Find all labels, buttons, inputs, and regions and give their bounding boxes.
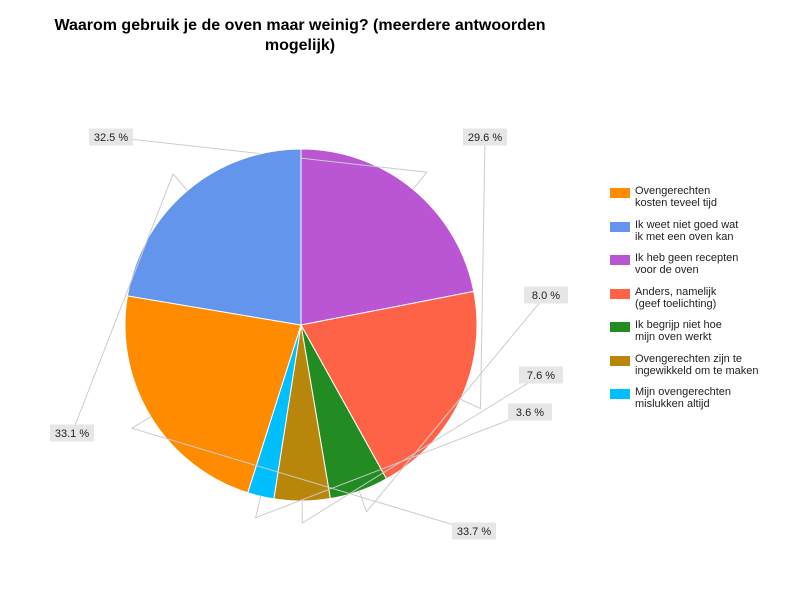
- legend-item-mijn-ovengerechten-mislukken-altijd[interactable]: Mijn ovengerechten mislukken altijd: [610, 386, 785, 410]
- chart-title-line-2: mogelijk): [264, 37, 336, 54]
- legend-label: Mijn ovengerechten mislukken altijd: [635, 386, 785, 410]
- legend-label: Ik weet niet goed wat ik met een oven kan: [635, 219, 785, 243]
- data-label: 29.6 %: [463, 128, 507, 146]
- legend-label-line-2: voor de oven: [635, 264, 699, 276]
- data-label-text: 7.6 %: [527, 370, 555, 382]
- legend-label: Ovengerechten zijn te ingewikkeld om te m…: [635, 353, 785, 377]
- legend-label-line-1: Mijn ovengerechten: [635, 386, 732, 398]
- chart-title-line-1: Waarom gebruik je de oven maar weinig? (…: [54, 17, 546, 34]
- legend-item-ik-begrijp-niet-hoe-mijn-oven-werkt[interactable]: Ik begrijp niet hoe mijn oven werkt: [610, 319, 785, 343]
- pie-slice-ik-weet-niet-goed-wat-ik-met-een-oven-kan[interactable]: [126, 148, 302, 326]
- data-label: 33.1 %: [50, 424, 94, 442]
- data-label-box: [463, 128, 507, 146]
- legend-label-line-1: Ovengerechten: [635, 185, 711, 197]
- legend-label-line-1: Ovengerechten zijn te: [635, 352, 743, 365]
- legend-label-line-2: (geef toelichting): [635, 297, 717, 310]
- data-label-box: [519, 366, 563, 384]
- legend-label-line-1: Ik weet niet goed wat: [635, 218, 739, 231]
- legend-label-line-2: mijn oven werkt: [635, 331, 712, 343]
- leader-line: [358, 294, 547, 513]
- legend-item-ovengerechten-zijn-te-ingewikkeld-om-te-maken[interactable]: Ovengerechten zijn te ingewikkeld om te m…: [610, 353, 785, 377]
- data-label-text: 3.6 %: [516, 407, 544, 419]
- legend-swatch: [610, 288, 630, 299]
- legend-swatch: [610, 322, 630, 332]
- leader-line: [71, 172, 188, 434]
- data-label: 32.5 %: [89, 128, 133, 146]
- data-label-text: 29.6 %: [468, 132, 502, 144]
- data-label-box: [452, 522, 496, 540]
- legend-label: Anders, namelijk (geef toelichting): [635, 286, 785, 310]
- leader-line: [460, 136, 486, 410]
- pie-slice-ovengerechten-kosten-teveel-tijd[interactable]: [124, 295, 302, 494]
- data-label-text: 8.0 %: [532, 290, 560, 302]
- leader-line: [130, 416, 475, 532]
- data-label-text: 33.1 %: [55, 428, 89, 440]
- legend-label: Ovengerechten kosten teveel tijd: [635, 185, 785, 209]
- legend-label-line-1: Ik begrijp niet hoe: [635, 319, 722, 331]
- data-label: 8.0 %: [524, 286, 568, 304]
- legend-swatch: [610, 389, 630, 399]
- legend-item-anders-namelijk-geef-toelichting[interactable]: Anders, namelijk (geef toelichting): [610, 286, 785, 310]
- data-label: 7.6 %: [519, 366, 563, 384]
- legend-item-ik-weet-niet-goed-wat-ik-met-een-oven-kan[interactable]: Ik weet niet goed wat ik met een oven kan: [610, 219, 785, 243]
- legend-label-line-2: ingewikkeld om te maken: [635, 364, 759, 377]
- data-label-box: [508, 403, 552, 421]
- data-label: 3.6 %: [508, 403, 552, 421]
- pie-slice-ik-heb-geen-recepten-voor-de-oven[interactable]: [300, 148, 475, 326]
- leader-line: [254, 411, 531, 519]
- legend-label-line-2: kosten teveel tijd: [635, 197, 717, 209]
- legend-item-ovengerechten-kosten-teveel-tijd[interactable]: Ovengerechten kosten teveel tijd: [610, 185, 785, 209]
- legend-label-line-1: Anders, namelijk: [635, 285, 717, 298]
- legend-label: Ik heb geen recepten voor de oven: [635, 252, 785, 276]
- data-label-box: [50, 424, 94, 442]
- data-label-text: 32.5 %: [94, 132, 128, 144]
- data-label: 33.7 %: [452, 522, 496, 540]
- legend-swatch: [610, 355, 630, 366]
- legend-item-ik-heb-geen-recepten-voor-de-oven[interactable]: Ik heb geen recepten voor de oven: [610, 252, 785, 276]
- data-label-text: 33.7 %: [457, 526, 491, 538]
- legend-swatch: [610, 255, 630, 265]
- legend-label: Ik begrijp niet hoe mijn oven werkt: [635, 319, 785, 343]
- leader-line: [301, 374, 542, 524]
- legend-label-line-1: Ik heb geen recepten: [635, 252, 739, 264]
- chart-title: Waarom gebruik je de oven maar weinig? (…: [0, 16, 600, 56]
- data-label-box: [89, 128, 133, 146]
- leader-line: [110, 136, 428, 190]
- legend-swatch: [610, 188, 630, 198]
- legend-swatch: [610, 221, 630, 232]
- legend-label-line-2: ik met een oven kan: [635, 230, 734, 243]
- legend-label-line-2: mislukken altijd: [635, 398, 710, 410]
- data-label-box: [524, 286, 568, 304]
